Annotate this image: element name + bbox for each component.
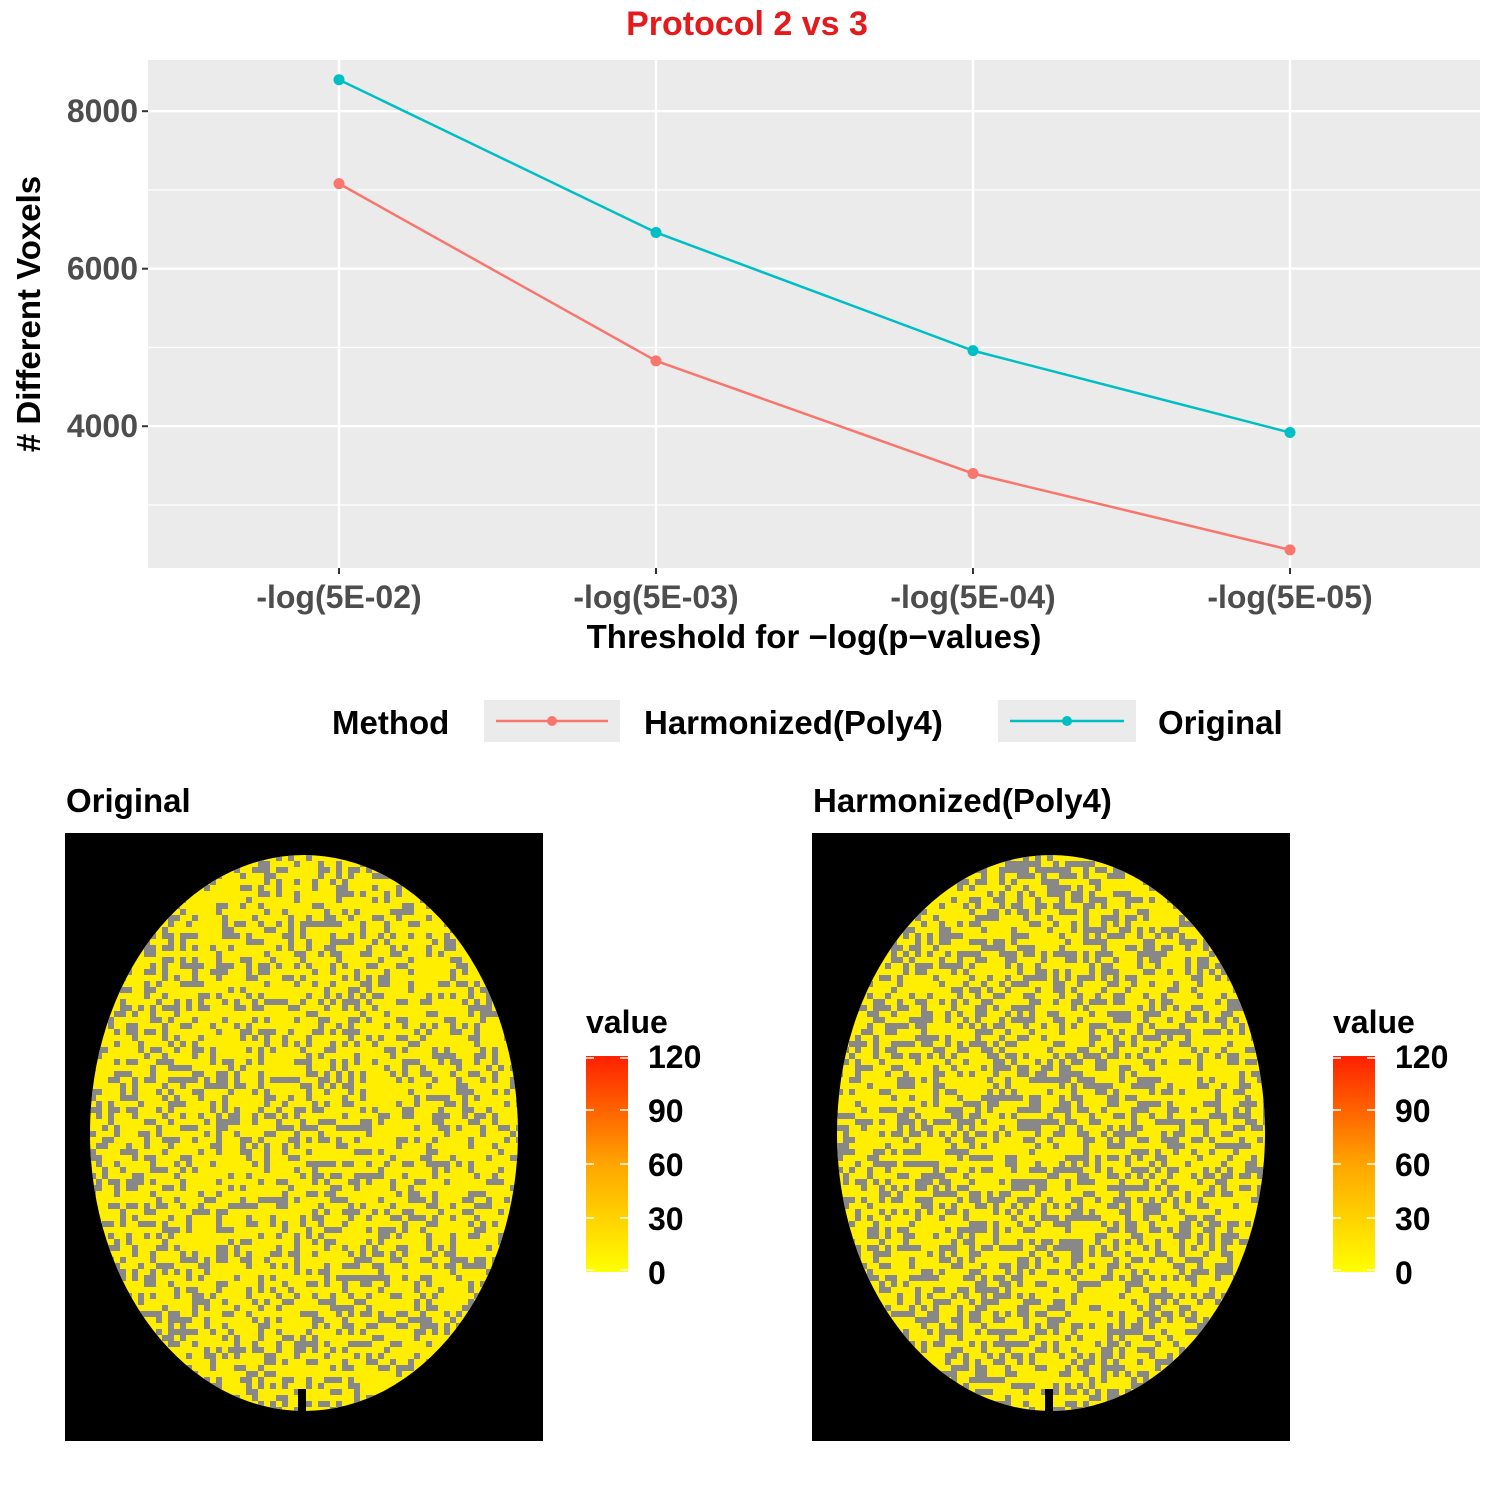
colorbar-tick-label: 90 — [1395, 1093, 1431, 1129]
data-point — [967, 345, 979, 357]
colorbar-ticks-original: 0 30 60 90 120 — [586, 1039, 701, 1291]
y-tick-label: 4000 — [67, 408, 138, 444]
chart-title: Protocol 2 vs 3 — [626, 5, 868, 43]
series-lines — [338, 78, 1291, 552]
colorbar-tick-label: 60 — [648, 1147, 684, 1183]
voxel-na-cells — [90, 855, 518, 1411]
colorbar-tick-label: 30 — [1395, 1201, 1431, 1237]
voxel-field — [837, 855, 1265, 1411]
y-axis-title: # Different Voxels — [10, 176, 47, 452]
legend-label-harmonized: Harmonized(Poly4) — [644, 704, 943, 741]
x-tick-label: -log(5E-05) — [1207, 579, 1372, 615]
data-point — [650, 226, 662, 238]
colorbar-title-original: value — [586, 1004, 668, 1040]
colorbar-tick-label: 90 — [648, 1093, 684, 1129]
voxel-field — [90, 855, 518, 1411]
brain-map-harmonized — [837, 855, 1265, 1411]
series-line-0 — [338, 182, 1291, 552]
grid-major — [148, 60, 1480, 568]
colorbar-tick-label: 0 — [1395, 1255, 1413, 1291]
y-tick-label: 8000 — [67, 93, 138, 129]
legend-title: Method — [332, 704, 449, 741]
data-point — [650, 355, 662, 367]
brain-map-original — [90, 855, 518, 1411]
data-point — [333, 178, 345, 190]
x-axis-ticks: -log(5E-02) -log(5E-03) -log(5E-04) -log(5E… — [256, 568, 1373, 615]
y-axis-ticks: 4000 6000 8000 — [67, 93, 148, 444]
y-tick-label: 6000 — [67, 251, 138, 287]
heatmap-title-harmonized: Harmonized(Poly4) — [813, 782, 1112, 819]
colorbar-tick-label: 60 — [1395, 1147, 1431, 1183]
legend-key-point-0 — [547, 716, 557, 726]
colorbar-ticks-harmonized: 0 30 60 90 120 — [1333, 1039, 1448, 1291]
voxel-na-cells — [837, 855, 1265, 1411]
x-tick-label: -log(5E-04) — [890, 579, 1055, 615]
legend-label-original: Original — [1158, 704, 1283, 741]
colorbar-tick-label: 120 — [1395, 1039, 1448, 1075]
x-tick-label: -log(5E-03) — [573, 579, 738, 615]
plot-panel — [148, 60, 1480, 568]
x-tick-label: -log(5E-02) — [256, 579, 421, 615]
heatmap-title-original: Original — [66, 782, 191, 819]
colorbar-tick-label: 0 — [648, 1255, 666, 1291]
colorbar-tick-label: 30 — [648, 1201, 684, 1237]
legend-key-point-1 — [1062, 716, 1072, 726]
data-point — [333, 74, 345, 86]
series-points — [333, 74, 1296, 556]
series-line-1 — [338, 78, 1291, 434]
brain-midline-notch — [1045, 1389, 1053, 1411]
x-axis-title: Threshold for −log(p−values) — [587, 618, 1042, 655]
colorbar-tick-label: 120 — [648, 1039, 701, 1075]
grid-minor — [148, 189, 1480, 506]
brain-midline-notch — [298, 1389, 306, 1411]
data-point — [967, 467, 979, 479]
colorbar-title-harmonized: value — [1333, 1004, 1415, 1040]
data-point — [1284, 427, 1296, 439]
legend: Method Harmonized(Poly4) Original — [332, 700, 1283, 742]
data-point — [1284, 544, 1296, 556]
